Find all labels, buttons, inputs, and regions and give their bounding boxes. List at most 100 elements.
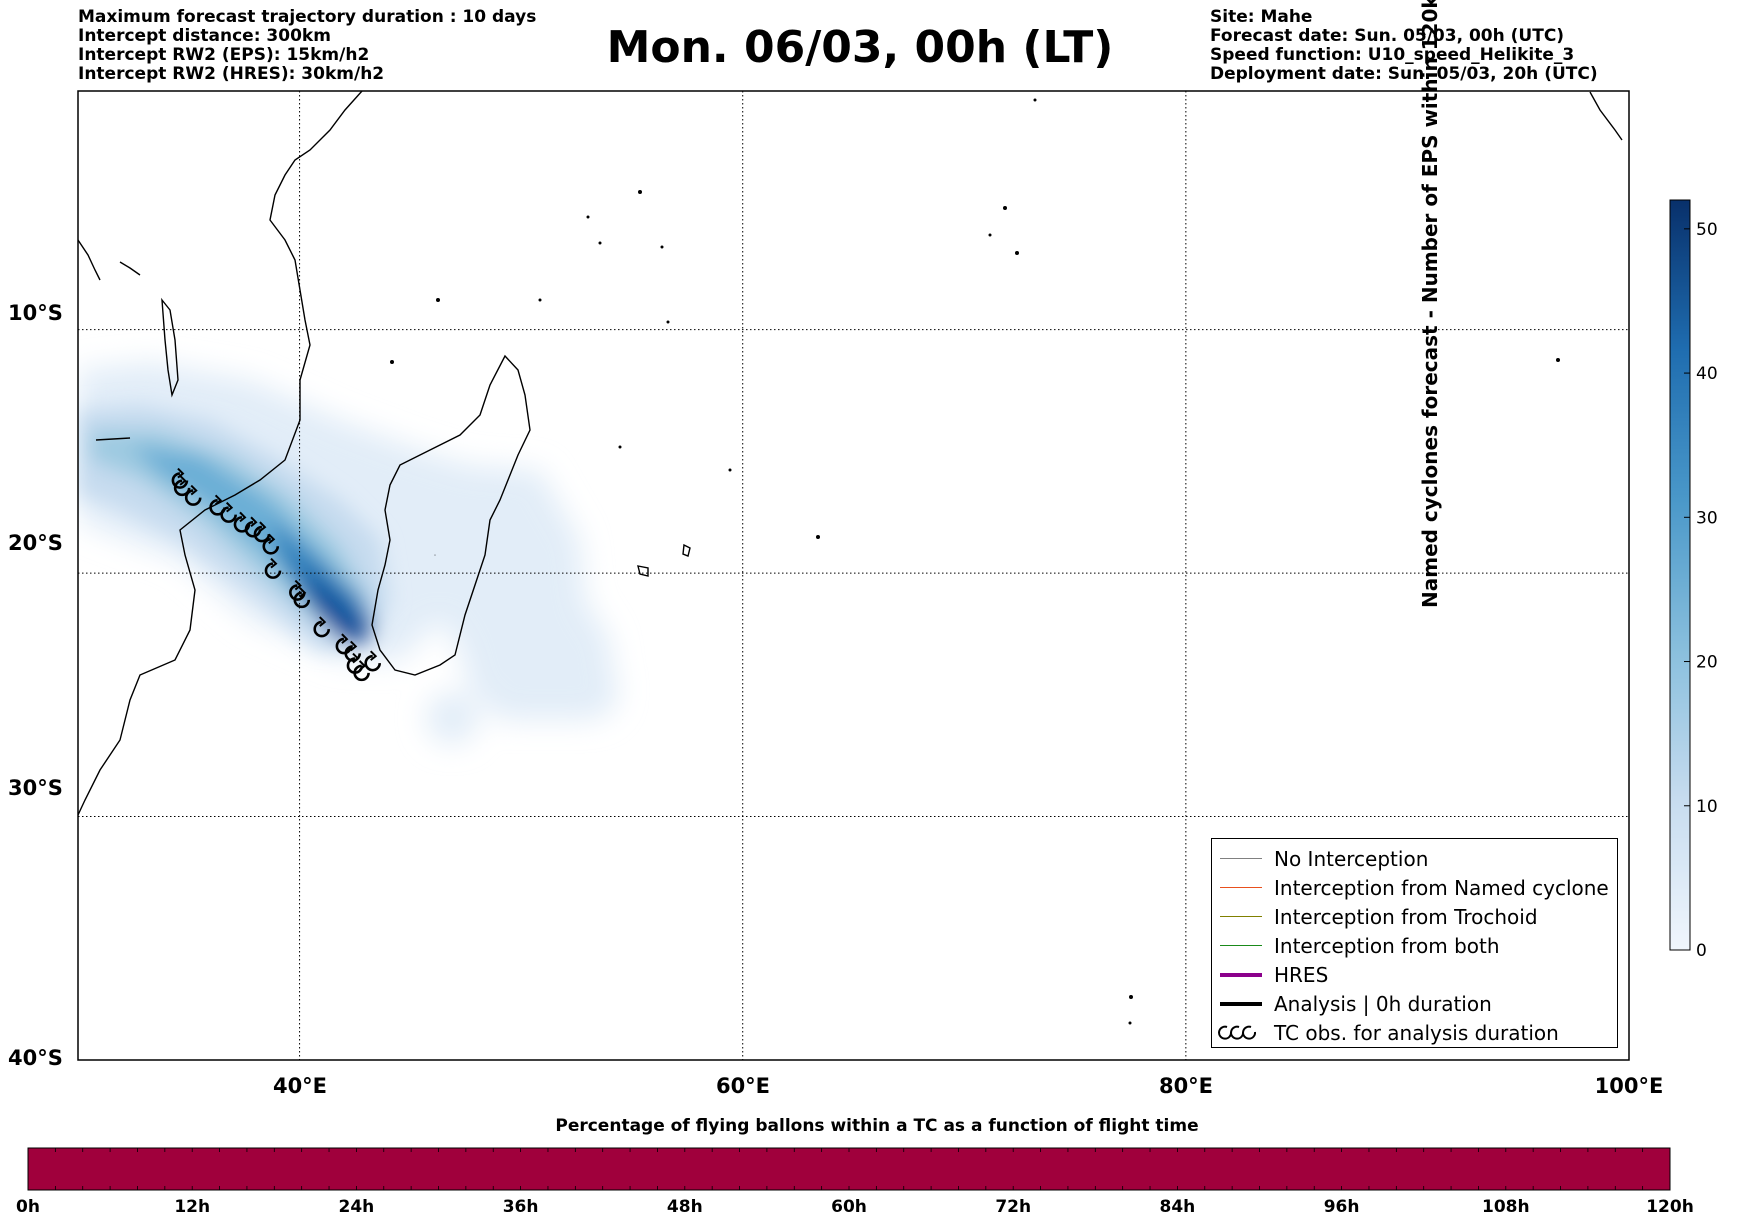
header-right-line: Deployment date: Sun. 05/03, 20h (UTC) xyxy=(1210,64,1598,84)
tc-obs-marker-tail xyxy=(299,587,307,598)
map-frame xyxy=(77,90,1630,1061)
colorbar-tick-label: 40 xyxy=(1696,364,1718,384)
tc-obs-marker xyxy=(344,645,362,662)
legend-item-analysis: Analysis | 0h duration xyxy=(1212,990,1617,1018)
legend-item-no-interception: No Interception xyxy=(1212,845,1617,873)
tc-obs-marker-tail xyxy=(214,494,223,506)
tc-obs-marker-tail xyxy=(319,616,327,627)
tc-obs-marker-tail xyxy=(369,650,378,661)
tc-obs-marker-tail xyxy=(177,467,185,479)
legend-label: No Interception xyxy=(1274,847,1429,871)
tc-obs-marker-tail xyxy=(250,516,258,528)
legend-label: TC obs. for analysis duration xyxy=(1274,1021,1559,1045)
legend-swatch xyxy=(1220,1002,1262,1006)
lat-label-30s: 30°S xyxy=(8,776,63,800)
tc-observations xyxy=(171,467,381,682)
flight-bar-tick-label: 96h xyxy=(1324,1197,1360,1217)
africa-coastline xyxy=(78,91,363,816)
madagascar-coastline xyxy=(371,354,531,676)
header-left-line: Intercept distance: 300km xyxy=(78,26,331,46)
header-left-line: Intercept RW2 (HRES): 30km/h2 xyxy=(78,64,385,84)
flight-bar-tick-label: 84h xyxy=(1160,1197,1196,1217)
colorbar-tick-label: 10 xyxy=(1696,797,1718,817)
tc-obs-marker-tail xyxy=(350,640,358,652)
header-left-line: Intercept RW2 (EPS): 15km/h2 xyxy=(78,45,370,65)
tc-obs-marker xyxy=(184,489,202,506)
flight-bar-tick-label: 120h xyxy=(1646,1197,1694,1217)
colorbar-tick-label: 20 xyxy=(1696,653,1718,673)
tc-obs-marker xyxy=(293,591,311,609)
legend-swatch xyxy=(1220,973,1262,977)
flight-bar-tick-label: 0h xyxy=(16,1197,40,1217)
header-right-line: Forecast date: Sun. 05/03, 00h (UTC) xyxy=(1210,26,1565,46)
tc-obs-marker xyxy=(262,537,280,555)
tc-obs-marker xyxy=(233,516,251,533)
legend-swatch xyxy=(1220,916,1262,917)
header-right-line: Site: Mahe xyxy=(1210,7,1313,27)
legend-label: Interception from Named cyclone xyxy=(1274,876,1609,900)
graticule xyxy=(78,91,1629,1060)
header-left-line: Maximum forecast trajectory duration : 1… xyxy=(78,7,537,27)
flight-bar-tick-label: 12h xyxy=(174,1197,210,1217)
colorbar-tick-label: 50 xyxy=(1696,220,1718,240)
tc-obs-marker-tail xyxy=(352,652,360,664)
tc-obs-marker xyxy=(353,664,370,682)
legend-label: Interception from both xyxy=(1274,934,1500,958)
tc-obs-marker-tail xyxy=(294,579,302,591)
legend-swatch xyxy=(1220,945,1262,946)
tc-obs-marker-tail xyxy=(259,521,267,532)
tc-obs-marker xyxy=(220,506,237,523)
lon-label-100e: 100°E xyxy=(1595,1074,1664,1098)
legend-item-hres: HRES xyxy=(1212,961,1617,989)
lat-label-10s: 10°S xyxy=(8,301,63,325)
flight-bar-tick-label: 36h xyxy=(503,1197,539,1217)
colorbar-tick-label: 0 xyxy=(1696,941,1707,961)
tc-symbol-icon xyxy=(1218,1025,1257,1040)
tc-obs-marker-tail xyxy=(179,475,187,486)
lon-label-40e: 40°E xyxy=(273,1074,327,1098)
flight-bar-tick-label: 24h xyxy=(339,1197,375,1217)
legend-item-tc-obs: TC obs. for analysis duration xyxy=(1212,1019,1617,1047)
tc-obs-marker xyxy=(264,562,282,579)
page-title: Mon. 06/03, 00h (LT) xyxy=(606,22,1114,73)
colorbar-tick-label: 30 xyxy=(1696,508,1718,528)
legend-item-both: Interception from both xyxy=(1212,932,1617,960)
flight-bar-tick-label: 108h xyxy=(1482,1197,1530,1217)
flight-bar-tick-label: 72h xyxy=(995,1197,1031,1217)
tc-obs-marker xyxy=(253,525,271,543)
lat-label-20s: 20°S xyxy=(8,531,63,555)
tc-obs-marker xyxy=(364,654,381,672)
tc-obs-marker xyxy=(335,637,353,655)
lat-label-40s: 40°S xyxy=(8,1046,63,1070)
flight-bar-title: Percentage of flying ballons within a TC… xyxy=(555,1116,1199,1136)
lon-label-80e: 80°E xyxy=(1159,1074,1213,1098)
legend-item-trochoid: Interception from Trochoid xyxy=(1212,903,1617,931)
tc-obs-marker xyxy=(313,620,331,638)
flight-bar-tick-label: 60h xyxy=(831,1197,867,1217)
tc-obs-marker-tail xyxy=(270,557,278,569)
tc-obs-marker-tail xyxy=(239,511,247,523)
tc-obs-marker-tail xyxy=(225,501,234,513)
header-left-info: Maximum forecast trajectory duration : 1… xyxy=(78,8,536,84)
header-right-line: Speed function: U10_speed_Helikite_3 xyxy=(1210,45,1575,65)
tc-obs-marker xyxy=(289,584,306,601)
header-right-info: Site: Mahe Forecast date: Sun. 05/03, 00… xyxy=(1210,8,1598,84)
tc-obs-marker xyxy=(244,520,262,538)
legend-label: Analysis | 0h duration xyxy=(1274,992,1492,1016)
legend-label: HRES xyxy=(1274,963,1329,987)
legend-item-named-cyclone: Interception from Named cyclone xyxy=(1212,874,1617,902)
tc-obs-marker-tail xyxy=(358,660,367,671)
flight-bar-tick-label: 48h xyxy=(667,1197,703,1217)
tc-obs-marker-tail xyxy=(190,484,198,496)
map-area xyxy=(78,91,1629,1060)
axis-labels: 10°S 20°S 30°S 40°S 40°E 60°E 80°E 100°E xyxy=(8,301,1663,1098)
lon-label-60e: 60°E xyxy=(716,1074,770,1098)
colorbar-label: Named cyclones forecast - Number of EPS … xyxy=(1418,0,1443,608)
density-colorbar: 0 10 20 30 40 50 xyxy=(1669,199,1718,961)
legend-label: Interception from Trochoid xyxy=(1274,905,1538,929)
flight-time-bar: 0h 12h 24h 36h 48h 60h 72h 84h 96h 108h 120h xyxy=(16,1147,1694,1217)
legend-swatch xyxy=(1220,887,1262,888)
legend: No Interception Interception from Named … xyxy=(1211,838,1618,1048)
coastlines xyxy=(78,91,1623,816)
tc-obs-marker-tail xyxy=(341,633,349,644)
